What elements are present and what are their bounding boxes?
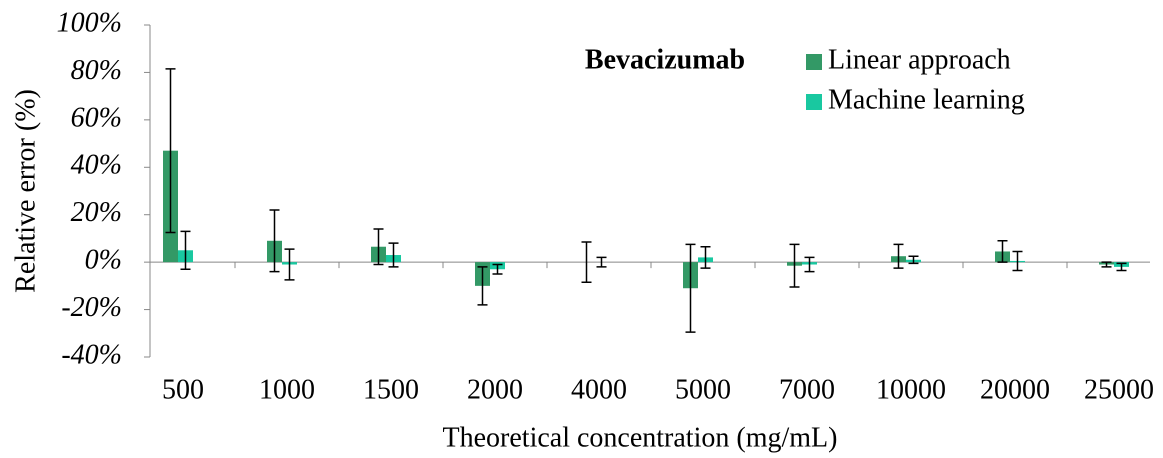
x-tick-label: 7000 — [779, 374, 835, 405]
legend-label: Linear approach — [828, 44, 1011, 75]
error-bar — [269, 209, 280, 273]
x-tick-label: 1500 — [363, 374, 419, 405]
x-tick-label: 1000 — [259, 374, 315, 405]
y-tick-label: -20% — [61, 292, 122, 323]
error-bar — [388, 242, 399, 268]
error-bar — [1101, 261, 1112, 268]
error-bar — [893, 243, 904, 269]
error-bar — [180, 230, 191, 271]
error-bar — [581, 241, 592, 284]
error-bar — [997, 240, 1008, 263]
error-bar — [596, 256, 607, 268]
y-tick-label: 100% — [57, 7, 122, 38]
x-tick-label: 10000 — [876, 374, 946, 405]
error-bar — [492, 263, 503, 275]
error-bar — [908, 255, 919, 265]
chart-title: Bevacizumab — [585, 44, 745, 75]
x-tick-label: 4000 — [571, 374, 627, 405]
error-bar — [1116, 262, 1127, 272]
error-bar — [804, 256, 815, 273]
legend-label: Machine learning — [828, 84, 1025, 115]
error-bar — [700, 245, 711, 269]
y-tick-label: -40% — [61, 339, 122, 370]
error-bar — [1012, 250, 1023, 272]
y-tick-label: 20% — [71, 197, 122, 228]
x-tick-label: 2000 — [467, 374, 523, 405]
error-bar — [477, 266, 488, 306]
error-bar — [685, 243, 696, 333]
legend-swatch — [806, 94, 822, 110]
error-bar — [284, 248, 295, 281]
y-axis-title: Relative error (%) — [10, 89, 41, 293]
x-tick-label: 25000 — [1084, 374, 1154, 405]
y-tick-label: 60% — [71, 102, 122, 133]
error-bar — [789, 243, 800, 288]
legend-swatch — [806, 54, 822, 70]
y-tick-label: 40% — [71, 150, 122, 181]
x-axis-title: Theoretical concentration (mg/mL) — [443, 422, 838, 453]
x-tick-label: 500 — [162, 374, 204, 405]
x-tick-label: 5000 — [675, 374, 731, 405]
error-bar — [373, 228, 384, 266]
y-tick-label: 80% — [71, 55, 122, 86]
x-tick-label: 20000 — [980, 374, 1050, 405]
error-bar — [165, 68, 176, 234]
y-tick-label: 0% — [85, 245, 122, 276]
